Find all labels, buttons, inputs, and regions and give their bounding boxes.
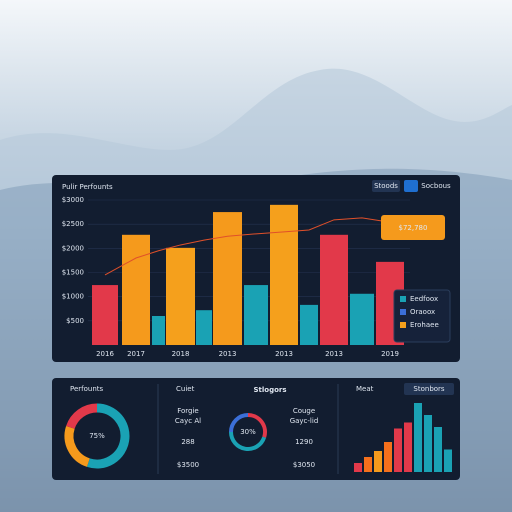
bar [196,310,212,345]
donut-segment [86,403,130,469]
bar [394,428,402,472]
button-label[interactable]: Stoods [374,182,398,190]
bar [152,316,165,345]
bar [350,293,374,345]
stat-label: Cayc Al [175,417,201,425]
y-tick-label: $3000 [62,196,84,204]
bar [122,234,150,345]
y-tick-label: $1000 [62,293,84,301]
legend-label: Eedfoox [410,295,438,303]
badge [381,215,445,240]
button-icon[interactable] [404,180,418,192]
legend-label: Erohaee [410,321,439,329]
donut-segment [229,431,267,451]
x-tick-label: 2016 [96,350,114,358]
bar [444,449,452,472]
panel-title: Pulir Perfounts [62,183,113,191]
button[interactable] [372,180,400,192]
bar [434,427,442,472]
donut-segment [247,413,267,438]
panel-title: Meat [356,385,374,393]
donut-label: 75% [89,432,105,440]
donut-label: 30% [240,428,256,436]
stat-value: 1290 [295,438,313,446]
stat-sub: $3050 [293,461,315,469]
bar [364,457,372,472]
y-tick-label: $1500 [62,269,84,277]
bar [244,285,268,345]
stat-value: 288 [181,438,194,446]
stats-heading: Stlogors [253,386,286,394]
bar [270,204,298,345]
donut-segment [66,403,98,430]
button[interactable] [404,383,454,395]
y-tick-label: $500 [66,317,84,325]
y-tick-label: $2000 [62,244,84,252]
bar [404,422,412,472]
x-tick-label: 2013 [325,350,343,358]
donut-segment [64,425,91,467]
badge-label: $72,780 [399,224,428,232]
button-label[interactable]: Stonbors [413,385,445,393]
x-tick-label: 2018 [172,350,190,358]
bar [384,442,392,472]
bar [414,403,422,472]
stat-sub: $3500 [177,461,199,469]
x-tick-label: 2017 [127,350,145,358]
y-tick-label: $2500 [62,220,84,228]
bar [354,463,362,472]
panel-title: Cuiet [176,385,195,393]
trend-line [104,217,391,276]
x-tick-label: 2013 [275,350,293,358]
stat-label: Forgie [177,407,199,415]
panel-title: Perfounts [70,385,104,393]
legend-swatch [400,296,406,302]
bottom-panel [52,378,460,480]
legend-swatch [400,322,406,328]
donut-segment [229,413,249,433]
button-label[interactable]: Socbous [421,182,451,190]
bar [92,285,118,345]
bar [300,304,318,345]
bar [320,234,348,345]
stat-label: Couge [293,407,315,415]
x-tick-label: 2013 [219,350,237,358]
bar [213,212,242,345]
bar [166,247,195,345]
x-tick-label: 2019 [381,350,399,358]
legend-box [393,289,451,343]
stat-label: Gayc-lid [290,417,319,425]
legend-label: Oraoox [410,308,435,316]
bar [374,451,382,472]
bar [424,415,432,472]
legend-swatch [400,309,406,315]
